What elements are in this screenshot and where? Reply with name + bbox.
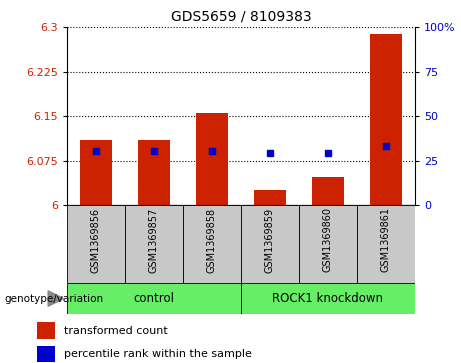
Bar <box>183 205 241 283</box>
Bar <box>241 283 415 314</box>
Text: transformed count: transformed count <box>65 326 168 336</box>
Text: GSM1369856: GSM1369856 <box>91 207 101 273</box>
Text: GSM1369857: GSM1369857 <box>149 207 159 273</box>
Text: GSM1369860: GSM1369860 <box>323 207 333 273</box>
Text: percentile rank within the sample: percentile rank within the sample <box>65 350 252 359</box>
Text: GSM1369859: GSM1369859 <box>265 207 275 273</box>
Bar <box>299 205 357 283</box>
Bar <box>254 190 286 205</box>
Bar <box>241 205 299 283</box>
Bar <box>138 140 170 205</box>
Title: GDS5659 / 8109383: GDS5659 / 8109383 <box>171 9 311 23</box>
Text: ROCK1 knockdown: ROCK1 knockdown <box>272 292 384 305</box>
Bar <box>196 113 228 205</box>
Text: genotype/variation: genotype/variation <box>5 294 104 303</box>
Bar <box>80 140 112 205</box>
Bar <box>37 346 54 362</box>
Bar <box>312 177 344 205</box>
Text: GSM1369861: GSM1369861 <box>381 207 391 273</box>
Polygon shape <box>48 291 64 306</box>
Bar <box>67 283 241 314</box>
Text: control: control <box>133 292 174 305</box>
Bar <box>370 34 402 205</box>
Bar <box>37 322 54 339</box>
Bar <box>67 205 125 283</box>
Text: GSM1369858: GSM1369858 <box>207 207 217 273</box>
Bar <box>357 205 415 283</box>
Bar <box>125 205 183 283</box>
